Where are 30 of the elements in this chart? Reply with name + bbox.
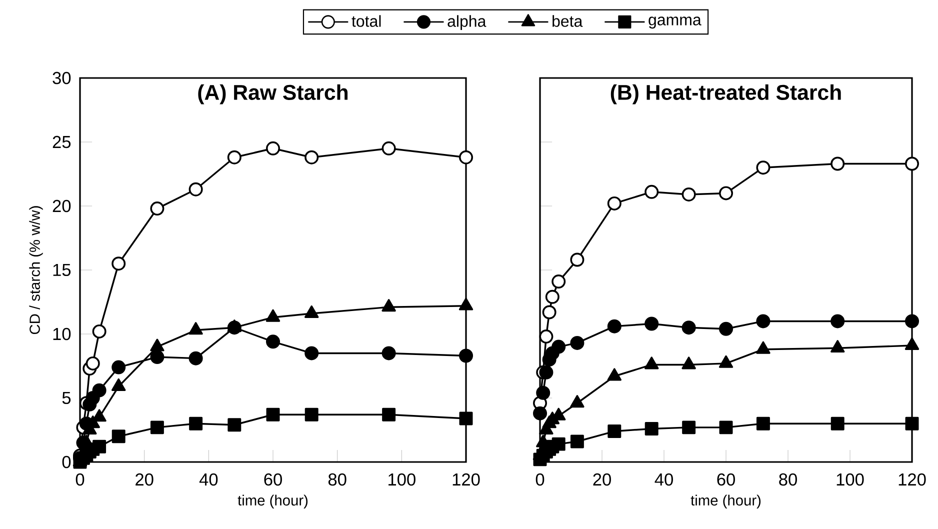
y-tick-label: 5: [62, 392, 71, 404]
y-tick-label: 20: [52, 200, 71, 212]
legend-label: gamma: [648, 16, 702, 29]
x-tick-label: 0: [76, 473, 84, 486]
x-tick-label: 100: [836, 473, 864, 486]
x-tick-label: 120: [898, 473, 926, 486]
chart-title: (B) Heat-treated Starch: [610, 84, 841, 104]
x-tick-label: 80: [779, 473, 797, 486]
x-tick-label: 40: [199, 473, 218, 486]
x-tick-label: 20: [593, 473, 611, 486]
chart-title: (A) Raw Starch: [198, 84, 348, 104]
x-tick-label: 120: [452, 473, 480, 486]
y-tick-label: 0: [62, 456, 71, 468]
y-tick-label: 15: [53, 264, 71, 276]
y-tick-label: 10: [53, 328, 71, 340]
x-tick-label: 20: [136, 473, 154, 486]
legend-label: beta: [552, 15, 583, 27]
x-tick-label: 100: [388, 473, 416, 486]
x-tick-label: 60: [717, 473, 735, 486]
y-axis-title: CD / starch (% w/w): [29, 206, 43, 334]
x-axis-title: time (hour): [690, 494, 761, 508]
x-tick-label: 0: [536, 473, 544, 486]
x-tick-label: 40: [654, 473, 673, 486]
legend-label: alpha: [448, 15, 486, 30]
y-tick-label: 30: [52, 72, 71, 84]
x-tick-label: 80: [328, 473, 346, 486]
legend-label: total: [352, 15, 381, 27]
x-axis-title: time (hour): [238, 494, 308, 508]
x-tick-label: 60: [264, 473, 282, 486]
y-tick-label: 25: [52, 136, 71, 148]
